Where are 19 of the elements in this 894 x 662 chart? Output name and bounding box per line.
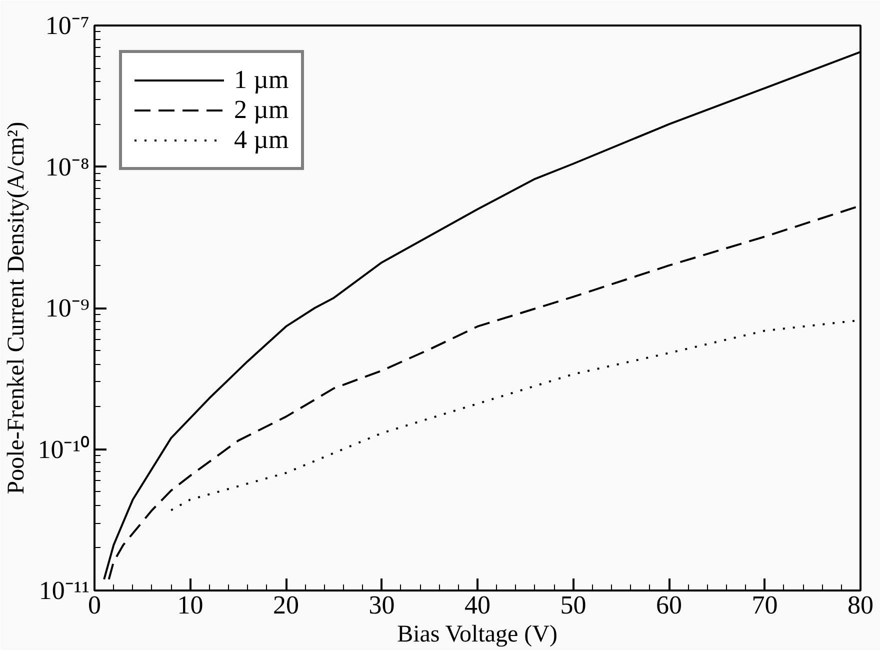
x-axis-title: Bias Voltage (V) — [397, 622, 558, 648]
legend-label: 4 µm — [234, 125, 289, 155]
x-tick-label: 60 — [656, 590, 682, 620]
x-tick-label: 0 — [88, 590, 101, 620]
x-tick-label: 70 — [752, 590, 778, 620]
x-tick-label: 80 — [848, 590, 874, 620]
x-tick-label: 40 — [464, 590, 490, 620]
x-tick-label: 50 — [560, 590, 586, 620]
y-tick-label: 10⁻⁸ — [45, 152, 90, 182]
y-tick-label: 10⁻¹¹ — [38, 576, 90, 605]
y-tick-label: 10⁻⁹ — [45, 294, 90, 322]
x-tick-label: 10 — [177, 590, 204, 620]
x-tick-label: 20 — [273, 590, 299, 620]
legend-label: 1 µm — [234, 65, 289, 95]
y-axis-title: Poole-Frenkel Current Density(A/cm²) — [4, 122, 30, 494]
y-tick-label: 10⁻¹⁰ — [38, 434, 90, 464]
y-tick-label: 10⁻⁷ — [45, 11, 90, 40]
x-tick-label: 30 — [368, 590, 395, 620]
legend-label: 2 µm — [234, 95, 289, 125]
